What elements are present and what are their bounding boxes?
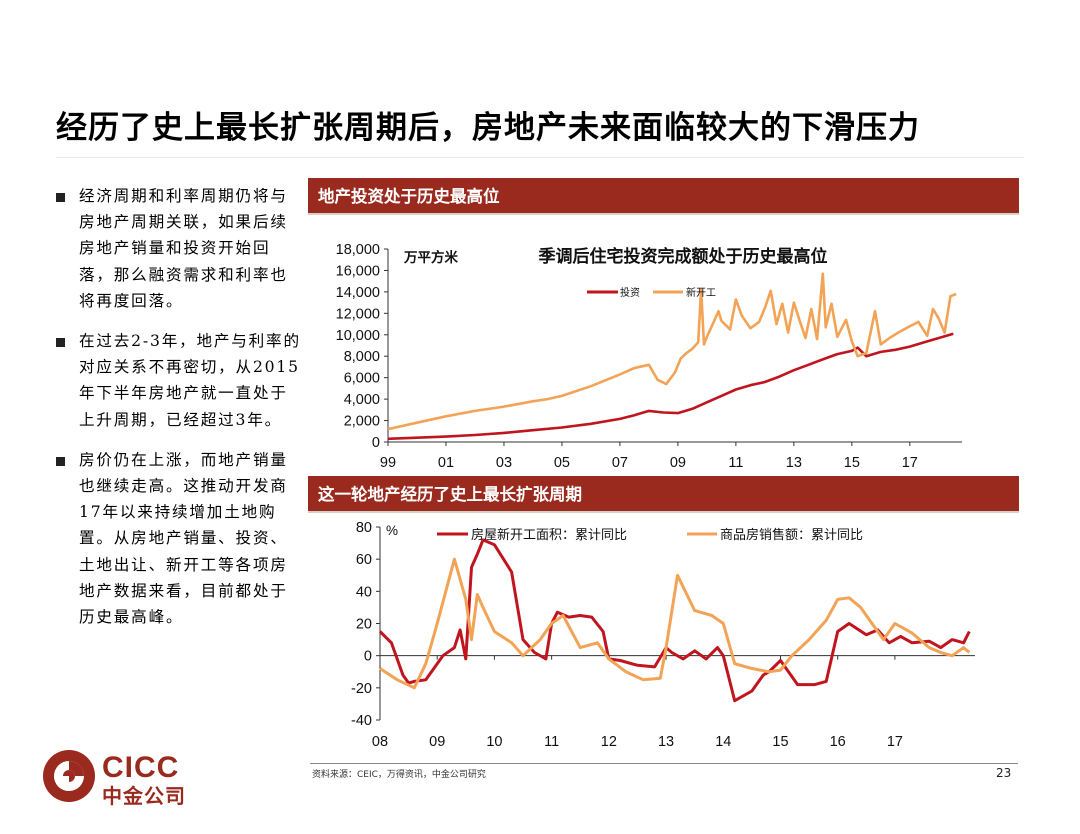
x-tick-label: 08	[372, 734, 388, 750]
y-axis-unit: %	[386, 523, 398, 538]
x-tick-label: 07	[612, 455, 628, 471]
x-tick-label: 17	[902, 455, 918, 471]
y-tick-label: 80	[356, 520, 372, 536]
x-tick-label: 14	[715, 734, 731, 750]
series-line-1	[378, 538, 971, 703]
y-tick-label: 10,000	[336, 328, 380, 344]
y-tick-label: 0	[364, 649, 372, 665]
bullet-text: 经济周期和利率周期仍将与房地产周期关联，如果后续房地产销量和投资开始回落，那么融…	[79, 187, 288, 310]
x-tick-label: 99	[380, 455, 396, 471]
x-tick-label: 09	[670, 455, 686, 471]
chart-title: 季调后住宅投资完成额处于历史最高位	[539, 246, 828, 266]
source-note: 资料来源：CEIC，万得资讯，中金公司研究	[312, 770, 486, 780]
chart-1-panel-header: 地产投资处于历史最高位	[308, 178, 1019, 215]
legend-label: 商品房销售额：累计同比	[720, 527, 863, 542]
x-tick-label: 11	[728, 455, 743, 471]
x-tick-label: 13	[786, 455, 802, 471]
x-tick-label: 10	[486, 734, 502, 750]
y-tick-label: 16,000	[336, 263, 380, 279]
square-bullet-icon	[56, 193, 65, 202]
bullet-list: 经济周期和利率周期仍将与房地产周期关联，如果后续房地产销量和投资开始回落，那么融…	[56, 183, 304, 644]
x-tick-label: 12	[601, 734, 617, 750]
page-number: 23	[996, 766, 1012, 780]
bullet-item: 在过去2-3年，地产与利率的对应关系不再密切，从2015年下半年房地产就一直处于…	[56, 328, 304, 433]
x-tick-label: 17	[887, 734, 903, 750]
y-tick-label: 60	[356, 552, 372, 568]
logo-text-cn: 中金公司	[102, 784, 186, 808]
x-tick-label: 05	[554, 455, 570, 471]
square-bullet-icon	[56, 456, 65, 466]
y-tick-label: 14,000	[336, 285, 380, 301]
y-tick-label: 2,000	[344, 414, 380, 430]
series-line-1	[387, 332, 954, 441]
square-bullet-icon	[56, 338, 65, 348]
x-tick-label: 09	[429, 734, 445, 750]
x-tick-label: 13	[658, 734, 674, 750]
bullet-text: 在过去2-3年，地产与利率的对应关系不再密切，从2015年下半年房地产就一直处于…	[79, 332, 301, 429]
legend-label: 房屋新开工面积：累计同比	[471, 527, 627, 542]
logo-text-en: CICC	[102, 751, 180, 784]
x-tick-label: 01	[438, 455, 454, 471]
y-tick-label: 12,000	[336, 306, 380, 322]
bullet-item: 经济周期和利率周期仍将与房地产周期关联，如果后续房地产销量和投资开始回落，那么融…	[56, 183, 304, 314]
y-tick-label: 8,000	[344, 349, 380, 365]
bullet-item: 房价仍在上涨，而地产销量也继续走高。这推动开发商17年以来持续增加土地购置。从房…	[56, 447, 304, 630]
y-tick-label: 4,000	[344, 392, 380, 408]
slide-title: 经历了史上最长扩张周期后，房地产未来面临较大的下滑压力	[56, 110, 920, 146]
footer-divider	[310, 763, 1018, 764]
chart-2-panel-header: 这一轮地产经历了史上最长扩张周期	[308, 476, 1019, 513]
legend-label: 新开工	[686, 286, 716, 299]
legend-label: 投资	[620, 286, 640, 299]
x-tick-label: 16	[830, 734, 846, 750]
x-tick-label: 03	[496, 455, 512, 471]
cicc-logo-icon	[43, 750, 95, 802]
y-tick-label: 0	[372, 435, 380, 451]
series-line-2	[387, 272, 957, 431]
y-tick-label: 40	[356, 584, 372, 600]
series-line-2	[379, 557, 971, 690]
y-tick-label: -20	[351, 681, 372, 697]
y-tick-label: 6,000	[344, 371, 380, 387]
x-tick-label: 15	[772, 734, 788, 750]
y-axis-unit: 万平方米	[403, 249, 458, 265]
y-tick-label: -40	[351, 713, 372, 729]
x-tick-label: 15	[844, 455, 860, 471]
y-tick-label: 20	[356, 617, 372, 633]
y-tick-label: 18,000	[336, 242, 380, 258]
x-tick-label: 11	[544, 734, 559, 750]
title-divider	[56, 157, 1024, 158]
bullet-text: 房价仍在上涨，而地产销量也继续走高。这推动开发商17年以来持续增加土地购置。从房…	[79, 450, 288, 627]
